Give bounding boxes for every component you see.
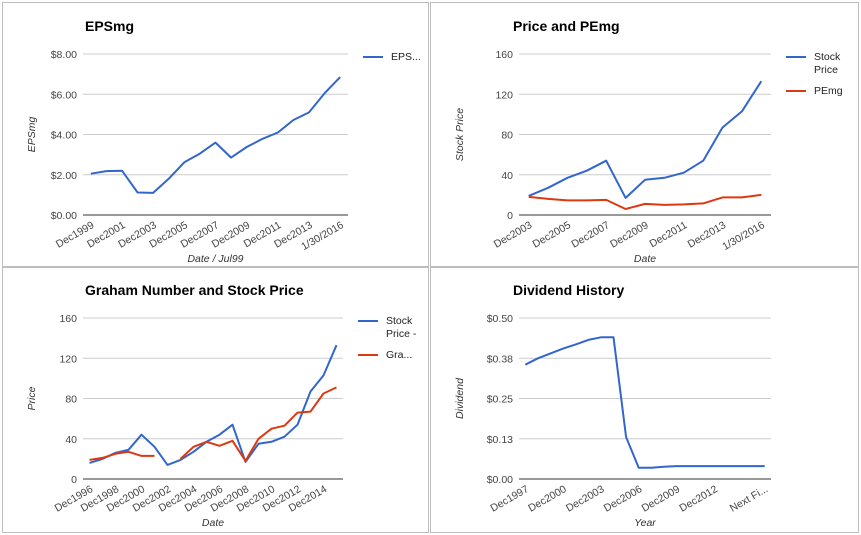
- y-tick-label: 0: [71, 474, 77, 486]
- x-tick-label: 1/30/2016: [720, 219, 767, 253]
- chart-panel-graham: Graham Number and Stock Price 0 40 80 120 160…: [2, 267, 429, 533]
- chart-title: Dividend History: [513, 282, 624, 298]
- x-tick-label: Dec2005: [531, 219, 574, 250]
- chart-title: EPSmg: [85, 18, 134, 34]
- y-tick-label: $0.25: [487, 394, 513, 406]
- chart-epsmg: EPSmg$0.00$2.00$4.00$6.00$8.00Dec1999Dec…: [26, 18, 421, 265]
- y-axis-label: Stock Price: [454, 108, 466, 161]
- legend-label: Stock: [386, 315, 413, 327]
- y-tick-label: $2.00: [51, 170, 77, 182]
- x-tick-label: Dec2012: [677, 483, 720, 514]
- series-line-stock-price: [89, 344, 338, 466]
- y-axis-label: EPSmg: [26, 117, 38, 153]
- x-tick-label: Dec2007: [569, 219, 612, 250]
- y-tick-label: 160: [495, 49, 513, 61]
- y-tick-label: $6.00: [51, 89, 77, 101]
- chart-price-pemg: Price and PEmg04080120160Dec2003Dec2005D…: [454, 18, 843, 265]
- chart-title: Graham Number and Stock Price: [85, 282, 304, 298]
- x-tick-label: Dec2011: [648, 219, 690, 250]
- x-tick-label: Dec2006: [602, 483, 645, 514]
- chart-graham: Graham Number and Stock Price 0 40 80 120 160…: [26, 282, 417, 529]
- y-tick-label: $8.00: [51, 49, 77, 61]
- x-tick-label: Dec2003: [564, 483, 607, 514]
- y-tick-label: 80: [65, 394, 77, 406]
- y-tick-label: 40: [65, 434, 77, 446]
- y-tick-label: 120: [59, 353, 77, 365]
- series-line-eps: [90, 76, 341, 194]
- y-tick-label: $0.50: [487, 313, 513, 325]
- x-tick-label: Dec2003: [492, 219, 535, 250]
- legend-label: Gra...: [386, 349, 412, 361]
- series-line-stock-price: [528, 80, 763, 199]
- series-line-pemg: [528, 193, 762, 210]
- y-tick-label: $4.00: [51, 130, 77, 142]
- x-tick-label: Dec2000: [526, 483, 569, 514]
- x-tick-label: Dec1997: [488, 483, 531, 514]
- y-tick-label: $0.00: [51, 210, 77, 222]
- y-axis-label: Price: [26, 386, 38, 410]
- x-axis-label: Date / Jul99: [187, 253, 243, 265]
- x-tick-label: Dec2009: [608, 219, 651, 250]
- y-tick-label: 0: [507, 210, 513, 222]
- y-tick-label: 40: [501, 170, 513, 182]
- y-axis-label: Dividend: [454, 377, 466, 419]
- chart-title: Price and PEmg: [513, 18, 620, 34]
- x-tick-label: Dec2009: [640, 483, 683, 514]
- series-line-dividend: [524, 336, 765, 469]
- legend-label: PEmg: [814, 85, 843, 97]
- x-tick-label: Next Fi...: [728, 483, 770, 514]
- chart-panel-dividend: Dividend History $0.00 $0.13 $0.25 $0.38 $0.5…: [430, 267, 859, 533]
- y-tick-label: 120: [495, 89, 513, 101]
- chart-panel-epsmg: EPSmg $0.00 $2.00 $4.00 $6.00 $8.00 Dec1999 Dec…: [2, 2, 429, 267]
- x-axis-label: Date: [202, 517, 224, 529]
- y-tick-label: 80: [501, 130, 513, 142]
- x-axis-label: Date: [634, 253, 656, 265]
- y-tick-label: $0.13: [487, 434, 513, 446]
- legend-label: Price -: [386, 328, 417, 340]
- chart-panel-price-pemg: Price and PEmg 0 40 80 120 160 Dec2003 Dec2005 D…: [430, 2, 859, 267]
- y-tick-label: 160: [59, 313, 77, 325]
- legend-label: EPS...: [391, 51, 421, 63]
- legend-label: Price: [814, 64, 838, 76]
- y-tick-label: $0.00: [487, 474, 513, 486]
- x-axis-label: Year: [634, 517, 656, 529]
- series-line-gra: [179, 386, 337, 462]
- series-line-gra: [89, 450, 155, 461]
- y-tick-label: $0.38: [487, 353, 513, 365]
- chart-dividend: Dividend History $0.00 $0.13 $0.25 $0.38 $0.5…: [454, 282, 771, 529]
- legend-label: Stock: [814, 51, 841, 63]
